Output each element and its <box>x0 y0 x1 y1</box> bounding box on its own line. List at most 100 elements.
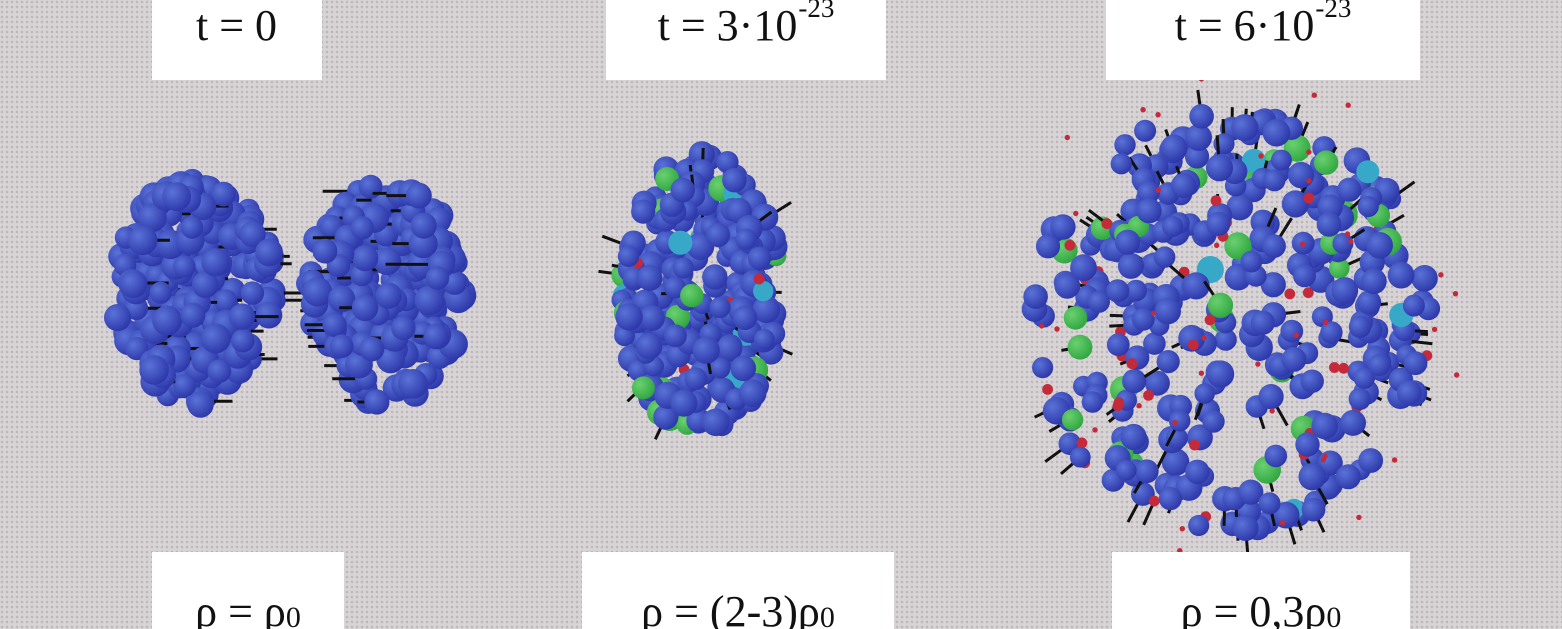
nucleon <box>1281 190 1309 218</box>
nucleon <box>722 167 747 193</box>
nucleon <box>664 324 687 348</box>
nucleon <box>1320 321 1343 344</box>
nucleon <box>1206 211 1231 236</box>
nucleon <box>312 238 338 264</box>
red-particle <box>1320 457 1327 463</box>
red-particle <box>1344 231 1351 237</box>
nucleon <box>350 216 374 240</box>
green-particle <box>1063 306 1088 330</box>
nucleon <box>1231 114 1259 142</box>
nucleon <box>180 302 206 328</box>
nucleon <box>753 328 775 350</box>
red-particle <box>1076 437 1088 449</box>
red-particle <box>1284 288 1296 300</box>
nucleon <box>692 336 720 364</box>
red-particle <box>1454 372 1460 378</box>
red-particle <box>1204 314 1216 326</box>
red-particle <box>1073 210 1079 217</box>
nucleon <box>162 182 192 212</box>
nucleon <box>1144 370 1170 396</box>
nucleon <box>730 355 757 382</box>
nucleon <box>1214 328 1237 351</box>
nucleon <box>328 285 356 313</box>
red-particle <box>1101 218 1113 230</box>
red-particle <box>1136 403 1142 409</box>
nucleon <box>702 264 728 290</box>
green-particle <box>1061 409 1084 431</box>
nucleon <box>1240 250 1263 273</box>
nucleon <box>359 336 385 362</box>
green-particle <box>1329 258 1350 279</box>
red-particle <box>1452 291 1459 297</box>
nucleon <box>303 277 333 307</box>
red-particle <box>1143 390 1154 401</box>
red-particle <box>1258 153 1264 159</box>
nucleon <box>207 359 232 383</box>
nucleon <box>1134 119 1157 142</box>
density-text: ρ = (2-3)ρ <box>641 587 820 629</box>
nucleon <box>672 257 694 279</box>
nucleon <box>1293 264 1316 288</box>
nucleon <box>1263 169 1286 192</box>
red-particle <box>1042 384 1053 395</box>
red-particle <box>1039 323 1045 329</box>
nucleon <box>1154 298 1182 325</box>
nucleon <box>1311 412 1338 440</box>
red-particle <box>1306 178 1312 184</box>
nucleon <box>1160 134 1188 162</box>
nucleon <box>709 357 731 379</box>
nucleon <box>351 294 379 322</box>
nucleon <box>1396 380 1422 406</box>
red-particle <box>1198 370 1205 376</box>
nucleon <box>373 247 402 275</box>
nucleon <box>636 265 663 291</box>
nucleon <box>240 281 265 305</box>
red-particle <box>753 273 765 285</box>
nucleon <box>1081 391 1104 413</box>
nucleon <box>104 304 132 332</box>
red-particle <box>1299 241 1306 247</box>
time-text: t = 6·10 <box>1174 1 1315 50</box>
nucleon <box>414 285 445 316</box>
nucleon <box>1106 333 1130 357</box>
nucleon <box>1110 153 1132 175</box>
nucleon <box>1281 347 1307 372</box>
nucleon <box>1023 284 1048 309</box>
cyan-particle <box>668 230 693 255</box>
nucleon <box>684 367 708 391</box>
nucleon <box>239 221 266 248</box>
nucleon <box>1115 229 1141 255</box>
nucleon <box>1238 479 1264 505</box>
nucleon <box>1154 246 1176 268</box>
nucleon <box>670 177 695 203</box>
nucleon <box>1106 279 1130 303</box>
nucleon <box>1120 423 1147 451</box>
nucleon <box>1165 427 1188 449</box>
nucleon <box>398 369 428 399</box>
nucleon <box>406 182 432 209</box>
nucleon <box>1137 181 1160 204</box>
nucleon <box>1353 367 1376 389</box>
nucleon <box>1301 497 1326 522</box>
nucleon <box>1361 268 1387 295</box>
nucleon <box>173 255 196 278</box>
nucleon <box>1403 351 1428 376</box>
nucleon <box>1260 272 1286 298</box>
time-label-expansion: t = 6·10 -23 <box>1106 0 1420 80</box>
nucleon <box>738 379 767 408</box>
red-particle <box>1155 112 1161 118</box>
nucleon <box>1184 144 1210 169</box>
nucleon <box>187 391 214 418</box>
nucleon <box>1125 279 1147 302</box>
nucleon <box>214 289 238 313</box>
red-particle <box>1438 272 1444 278</box>
nucleon <box>639 305 665 331</box>
nucleon <box>173 373 197 397</box>
nucleon <box>211 181 236 207</box>
red-particle <box>1356 514 1362 521</box>
nucleon <box>1387 261 1415 289</box>
red-particle <box>1348 238 1354 245</box>
nucleon <box>752 295 781 324</box>
red-particle <box>1210 195 1222 207</box>
